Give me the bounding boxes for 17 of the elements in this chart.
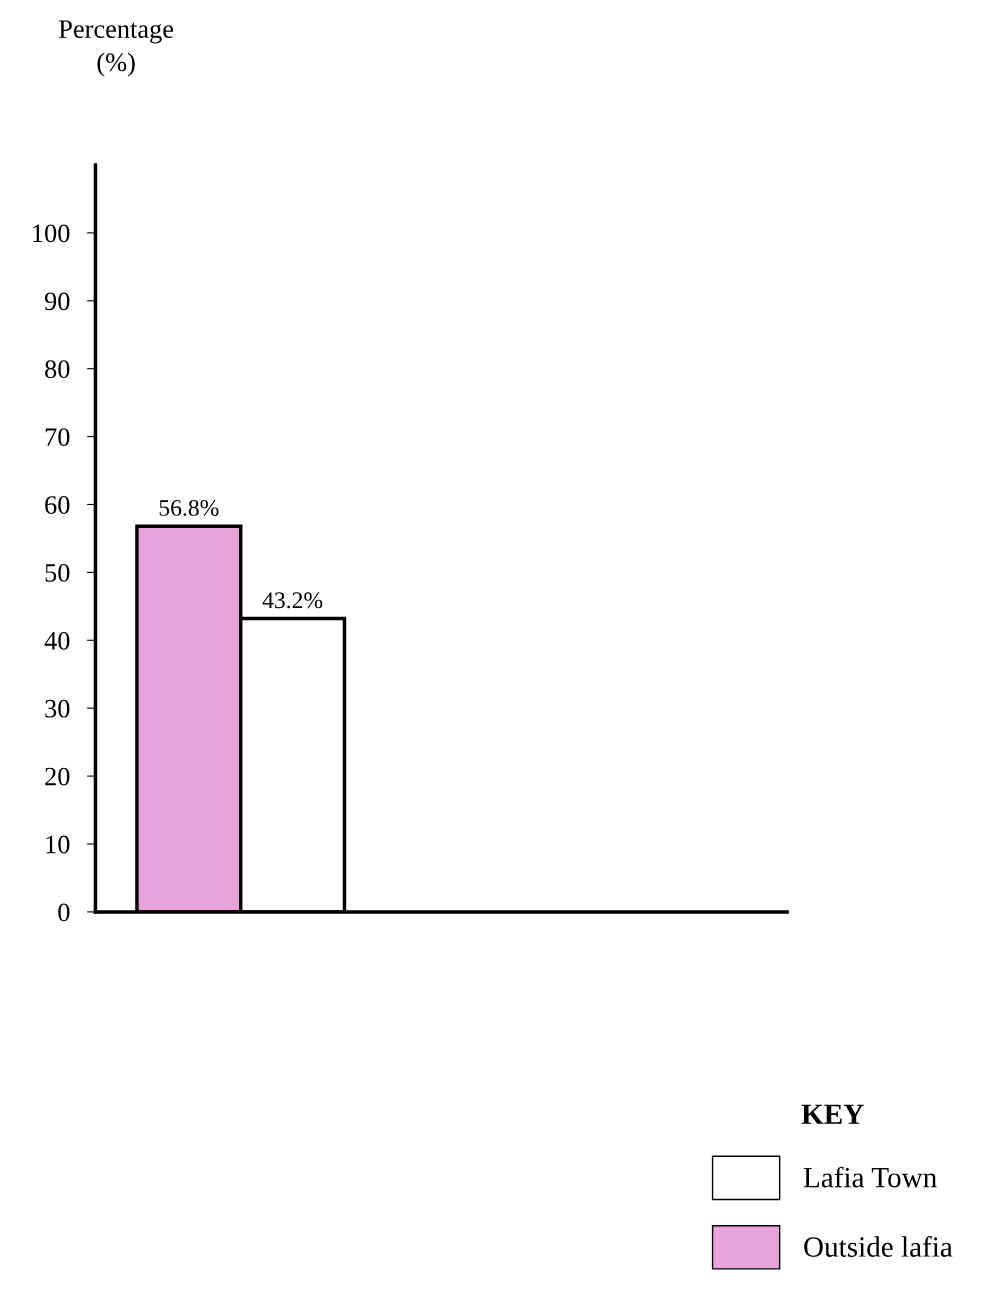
y-tick-label: 0 bbox=[58, 903, 70, 922]
legend-title: KEY bbox=[801, 1104, 864, 1124]
data-label: 56.8% bbox=[159, 499, 219, 516]
y-tick-label: 20 bbox=[45, 767, 70, 786]
y-axis-title: Percentage (%) bbox=[58, 20, 174, 77]
y-tick-label: 100 bbox=[33, 224, 70, 243]
y-tick-label: 10 bbox=[46, 835, 70, 854]
y-tick-label: 30 bbox=[45, 699, 70, 718]
y-tick-label: 90 bbox=[44, 292, 70, 311]
y-tick-label: 80 bbox=[45, 360, 70, 379]
data-label: 43.2% bbox=[262, 592, 323, 609]
y-tick-label: 70 bbox=[45, 428, 70, 446]
legend-label: Outside lafia bbox=[804, 1236, 953, 1257]
y-tick-label: 40 bbox=[44, 631, 70, 650]
legend-label: Lafia Town bbox=[803, 1166, 937, 1188]
y-tick-label: 60 bbox=[45, 496, 70, 514]
y-tick-label: 50 bbox=[45, 563, 70, 582]
